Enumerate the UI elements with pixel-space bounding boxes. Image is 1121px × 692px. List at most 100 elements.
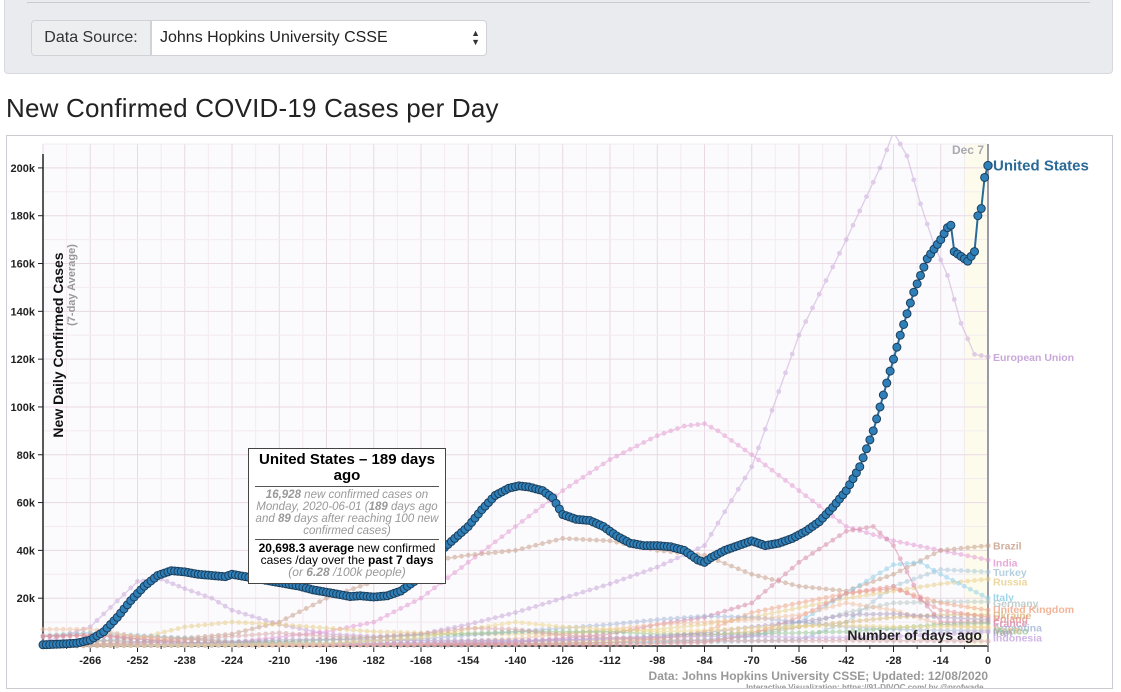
series-point bbox=[189, 623, 194, 629]
series-point bbox=[769, 467, 775, 473]
series-point bbox=[580, 633, 586, 639]
series-point bbox=[810, 609, 815, 614]
series-point bbox=[945, 615, 950, 621]
series-point bbox=[864, 623, 869, 629]
series-point bbox=[850, 628, 856, 634]
series-point bbox=[904, 590, 910, 596]
series-point bbox=[762, 462, 768, 468]
series-point bbox=[742, 626, 748, 631]
series-point bbox=[283, 622, 289, 628]
series-point bbox=[189, 637, 194, 642]
series-point bbox=[438, 639, 444, 645]
series-point bbox=[337, 634, 343, 640]
series-point bbox=[472, 630, 478, 636]
series-label-brazil: Brazil bbox=[993, 541, 1022, 553]
series-point bbox=[351, 634, 356, 640]
series-point bbox=[681, 628, 687, 634]
chart-svg[interactable]: Dec 7 20k 40k 60k 80k 100k 120k 140k 160k 180k 200… bbox=[7, 136, 1113, 689]
series-point bbox=[850, 623, 856, 629]
series-point bbox=[695, 628, 701, 634]
series-point bbox=[978, 624, 984, 630]
series-point bbox=[857, 607, 863, 613]
series-point bbox=[425, 590, 431, 596]
series-point bbox=[135, 641, 140, 647]
data-source-select[interactable]: Johns Hopkins University CSSE ▲ ▼ bbox=[151, 20, 487, 56]
series-point bbox=[688, 422, 694, 428]
series-point bbox=[540, 622, 545, 628]
series-point bbox=[513, 547, 518, 553]
series-point bbox=[540, 633, 545, 639]
series-point bbox=[648, 622, 653, 628]
series-point bbox=[816, 629, 822, 635]
series-point bbox=[513, 610, 518, 615]
series-point bbox=[722, 633, 728, 639]
series-point bbox=[324, 641, 329, 647]
series-point bbox=[870, 574, 876, 580]
series-point bbox=[945, 638, 950, 644]
series-point bbox=[776, 577, 782, 583]
series-point bbox=[344, 639, 350, 645]
series-point bbox=[40, 626, 46, 632]
series-point bbox=[418, 595, 424, 601]
tooltip-per-100k: 6.28 bbox=[306, 565, 330, 579]
series-point bbox=[236, 620, 242, 625]
series-point bbox=[951, 296, 957, 302]
series-point bbox=[810, 597, 815, 603]
tooltip-avg-value: 20,698.3 average bbox=[258, 541, 355, 555]
series-point bbox=[796, 638, 802, 644]
series-point bbox=[756, 625, 761, 631]
series-point bbox=[560, 595, 566, 601]
series-point bbox=[580, 625, 586, 631]
series-point bbox=[924, 632, 930, 638]
series-point bbox=[249, 642, 255, 648]
series-point bbox=[931, 582, 937, 588]
series-point bbox=[965, 611, 971, 617]
series-point bbox=[546, 642, 552, 648]
series-point bbox=[742, 633, 748, 639]
series-point bbox=[796, 630, 802, 636]
series-point bbox=[175, 638, 181, 643]
series-point bbox=[513, 524, 518, 529]
series-point bbox=[506, 620, 512, 626]
series-point bbox=[108, 634, 113, 640]
series-point bbox=[459, 626, 464, 632]
series-point bbox=[303, 627, 309, 633]
series-point bbox=[283, 630, 289, 636]
series-point bbox=[114, 630, 120, 636]
series-point bbox=[904, 569, 910, 575]
series-point bbox=[357, 628, 363, 634]
series-point bbox=[897, 624, 903, 630]
series-point bbox=[956, 580, 961, 586]
series-point bbox=[735, 638, 741, 644]
series-point bbox=[830, 593, 836, 599]
series-point bbox=[756, 573, 761, 579]
x-tick-label: -210 bbox=[268, 655, 290, 667]
series-point bbox=[877, 534, 883, 540]
series-point bbox=[263, 617, 269, 623]
series-point bbox=[870, 591, 876, 597]
series-point bbox=[796, 583, 802, 589]
series-point bbox=[823, 615, 829, 621]
series-point bbox=[580, 589, 586, 595]
series-point bbox=[803, 599, 809, 605]
series-point bbox=[648, 628, 653, 634]
series-point bbox=[897, 141, 903, 147]
series-point bbox=[803, 555, 809, 561]
series-point bbox=[486, 544, 491, 550]
series-point bbox=[249, 620, 255, 626]
series-point bbox=[715, 619, 721, 624]
series-point bbox=[857, 612, 863, 617]
series-point bbox=[722, 614, 728, 620]
series-point bbox=[60, 626, 66, 632]
us-point bbox=[976, 204, 986, 214]
series-point bbox=[634, 641, 640, 647]
series-point bbox=[978, 621, 984, 626]
series-point bbox=[445, 639, 451, 645]
us-point bbox=[916, 270, 925, 280]
series-point bbox=[60, 633, 66, 639]
us-point bbox=[875, 402, 885, 412]
series-point bbox=[950, 577, 955, 583]
series-point bbox=[128, 641, 134, 647]
y-tick-label: 140k bbox=[11, 306, 36, 318]
series-point bbox=[803, 623, 809, 629]
